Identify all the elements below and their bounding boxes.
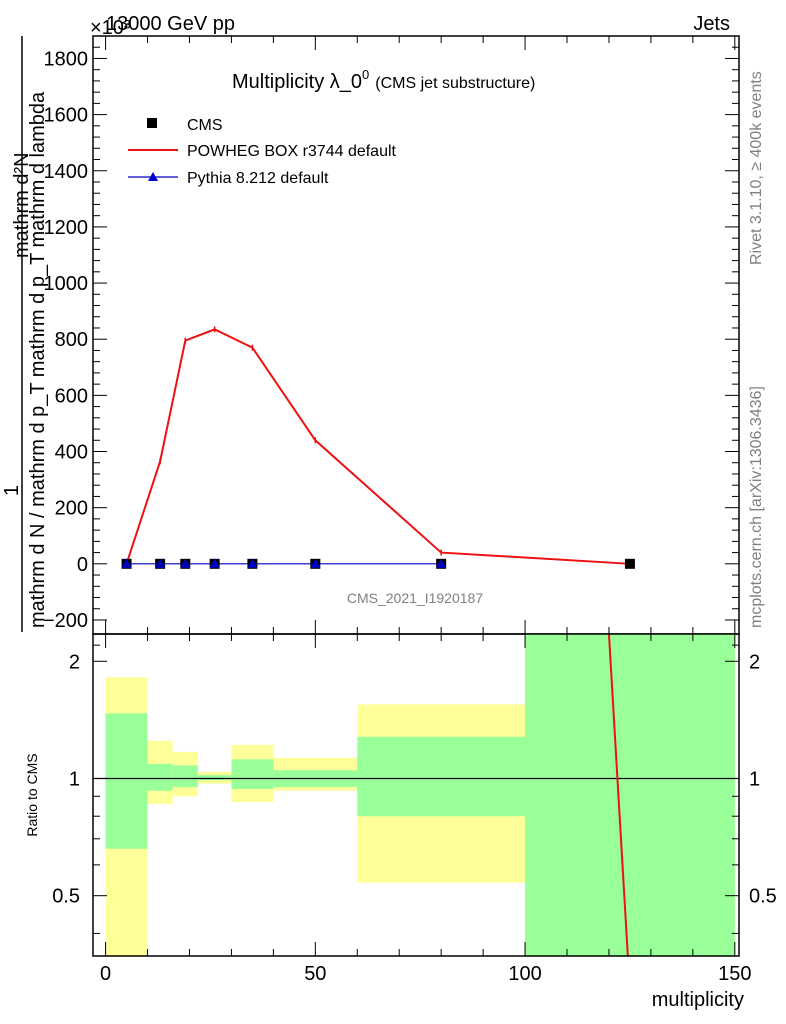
main-y-tick-label: 1800 (44, 48, 89, 70)
y-label-num: 1 (1, 485, 23, 496)
pythia-point (436, 558, 447, 568)
main-y-tick-label: 600 (55, 385, 88, 407)
legend: CMS POWHEG BOX r3744 default Pythia 8.21… (128, 117, 397, 187)
pythia-point (310, 558, 321, 568)
ratio-inner-band (172, 765, 198, 788)
main-y-tick-label: 1000 (44, 273, 89, 295)
powheg-line (125, 328, 630, 565)
pythia-point (155, 558, 166, 568)
main-y-tick-label: 800 (55, 329, 88, 351)
x-tick-label: 100 (508, 963, 541, 985)
main-y-tick-label: 400 (55, 442, 88, 464)
ratio-inner-band (357, 736, 526, 817)
ratio-y-tick-label: 1 (69, 768, 80, 790)
main-y-tick-label: 1200 (44, 217, 89, 239)
chart-title-main: Multiplicity λ_0 (232, 71, 362, 93)
exponent-label: ×10³ (90, 17, 131, 39)
ratio-inner-band (197, 775, 232, 781)
x-tick-label: 150 (718, 963, 751, 985)
main-y-tick-label: 200 (55, 498, 88, 520)
legend-cms-marker (147, 118, 157, 128)
rivet-label: Rivet 3.1.10, ≥ 400k events (748, 71, 765, 265)
ratio-inner-band (231, 759, 274, 789)
analysis-watermark: CMS_2021_I1920187 (347, 590, 483, 606)
cms-point (624, 558, 635, 569)
pythia-point (209, 558, 220, 568)
ratio-uncertainty-bands (105, 634, 735, 956)
pythia-point (180, 558, 191, 568)
main-y-tick-label: 1600 (44, 105, 89, 127)
ratio-panel-ticks: 0.5 0.5 1 1 2 2 0 50 100 150 (52, 634, 777, 985)
ratio-y-label: Ratio to CMS (24, 753, 40, 836)
legend-powheg-label: POWHEG BOX r3744 default (187, 143, 397, 160)
chart-title-sub: (CMS jet substructure) (375, 75, 535, 92)
ratio-inner-band (525, 634, 735, 956)
main-panel-ticks: −200 0 200 400 600 800 1000 1200 1400 1600 1800 (43, 36, 739, 634)
chart-title: Multiplicity λ_00 (CMS jet substructure) (232, 67, 535, 93)
x-tick-label: 0 (100, 963, 111, 985)
x-axis-label: multiplicity (652, 989, 744, 1011)
ratio-inner-band (105, 713, 148, 849)
main-y-tick-label: 1400 (44, 161, 89, 183)
mcplots-label: mcplots.cern.ch [arXiv:1306.3436] (748, 386, 765, 628)
pythia-point (247, 558, 258, 568)
main-y-tick-label: 0 (77, 554, 88, 576)
process-label: Jets (693, 13, 730, 35)
ratio-panel-series (607, 633, 629, 957)
pythia-point (121, 558, 132, 568)
ratio-y-tick-label-right: 2 (749, 651, 760, 673)
ratio-y-tick-label-right: 0.5 (749, 886, 777, 908)
ratio-inner-band (147, 763, 173, 791)
ratio-powheg-line (607, 633, 629, 957)
main-panel-series (121, 326, 635, 569)
collision-label: 13000 GeV pp (106, 13, 235, 35)
legend-pythia-marker (148, 172, 158, 181)
ratio-y-tick-label: 0.5 (52, 886, 80, 908)
ratio-y-tick-label-right: 1 (749, 768, 760, 790)
ratio-panel-frame (92, 633, 740, 957)
y-label-den: mathrm d N / mathrm d p_T mathrm d p_T m… (27, 91, 49, 628)
x-tick-label: 50 (304, 963, 326, 985)
legend-pythia-label: Pythia 8.212 default (187, 170, 329, 187)
main-y-tick-label: −200 (43, 610, 88, 632)
chart-title-sup: 0 (362, 67, 369, 82)
ratio-y-tick-label: 2 (69, 651, 80, 673)
legend-cms-label: CMS (187, 117, 223, 134)
